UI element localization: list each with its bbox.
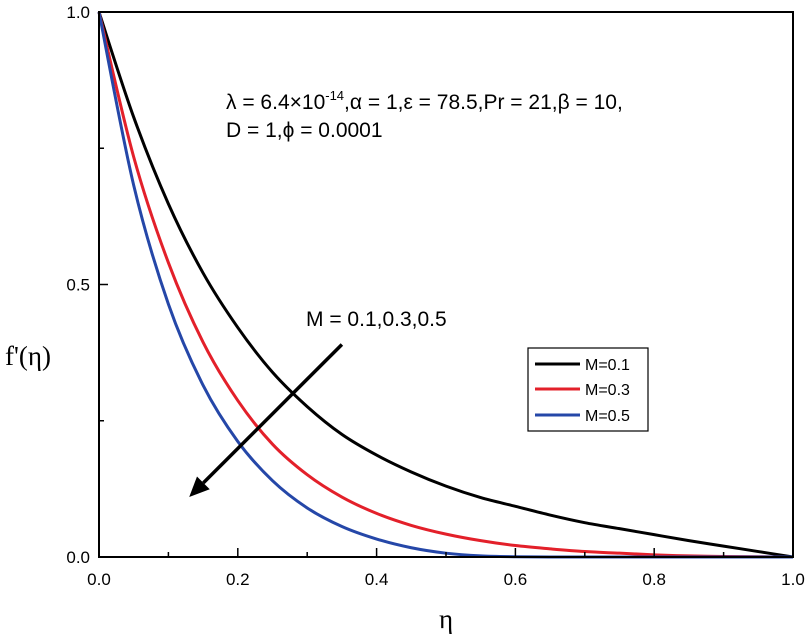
- y-tick-label: 0.5: [66, 276, 90, 295]
- series-line-m-0-1: [97, 11, 794, 559]
- x-tick-label: 0.8: [642, 570, 666, 589]
- parameters-exponent: -14: [325, 88, 344, 103]
- x-tick-label: 0.0: [87, 570, 111, 589]
- parameters-annotation-line2: D = 1,ϕ = 0.0001: [226, 119, 383, 142]
- ticks-layer: 0.0 0.2 0.4 0.6 0.8 1.0 0.0 0.5 1.0: [66, 3, 804, 589]
- x-tick-label: 0.6: [504, 570, 528, 589]
- series-line-m-0-3: [97, 11, 794, 559]
- parameters-annotation-line1: λ = 6.4×10-14,α = 1,ε = 78.5,Pr = 21,β =…: [226, 88, 623, 114]
- y-axis-title: f'(η): [5, 341, 51, 371]
- legend-label-m05: M=0.5: [585, 408, 630, 425]
- parameters-rest: ,α = 1,ε = 78.5,Pr = 21,β = 10,: [344, 91, 623, 114]
- x-tick-label: 0.4: [365, 570, 389, 589]
- x-tick-label: 1.0: [781, 570, 805, 589]
- parameters-lambda: λ = 6.4×10: [226, 91, 325, 114]
- arrow-shaft: [202, 343, 344, 485]
- legend-label-m01: M=0.1: [585, 357, 630, 374]
- x-axis-title: η: [439, 604, 453, 634]
- y-tick-label: 0.0: [66, 548, 90, 567]
- arrow-head: [189, 476, 210, 498]
- arrow-layer: [189, 343, 344, 498]
- legend: M=0.1 M=0.3 M=0.5: [527, 347, 649, 432]
- legend-label-m03: M=0.3: [585, 382, 630, 399]
- x-tick-label: 0.2: [226, 570, 250, 589]
- y-tick-label: 1.0: [66, 3, 90, 22]
- arrow-label: M = 0.1,0.3,0.5: [306, 308, 447, 331]
